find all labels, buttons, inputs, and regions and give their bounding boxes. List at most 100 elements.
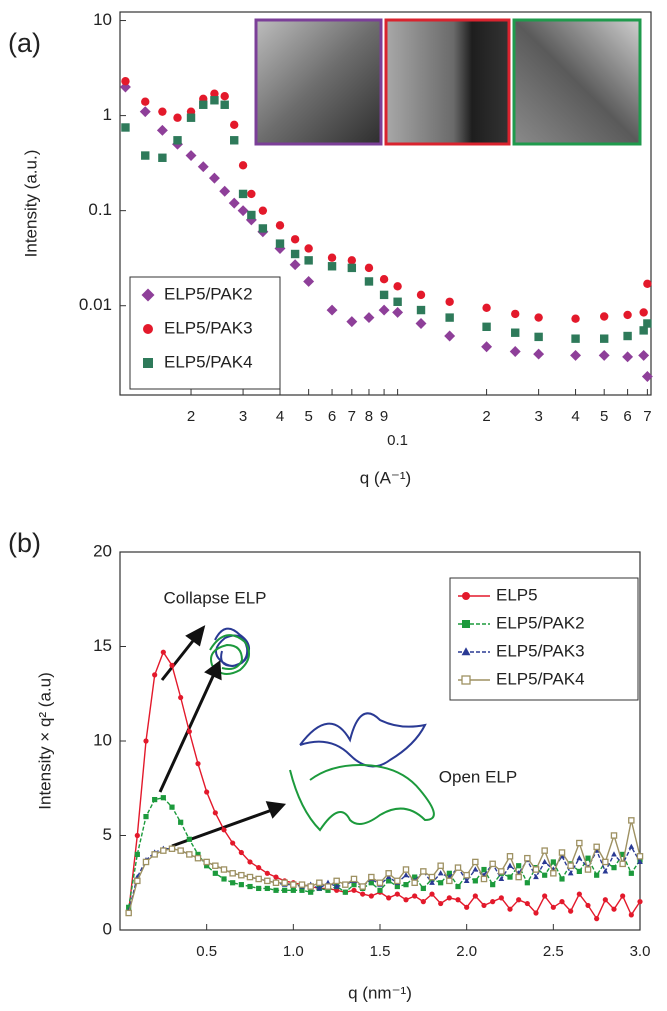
marker	[602, 868, 609, 874]
marker	[316, 885, 323, 891]
sem-insets	[254, 18, 642, 146]
x-tick-label: 7	[643, 408, 651, 425]
marker	[212, 870, 218, 876]
marker	[351, 882, 357, 888]
marker	[220, 100, 229, 109]
marker	[506, 853, 514, 860]
marker	[464, 904, 470, 910]
marker	[636, 853, 644, 860]
marker	[158, 107, 167, 116]
marker	[368, 873, 375, 881]
marker	[610, 832, 618, 839]
marker	[490, 899, 496, 905]
x-tick-label: 3	[239, 408, 247, 425]
legend-marker	[462, 620, 470, 628]
marker	[481, 341, 493, 353]
marker	[416, 290, 426, 300]
legend-label: ELP5	[496, 585, 538, 604]
marker	[173, 113, 182, 122]
marker	[472, 866, 479, 872]
marker	[143, 738, 149, 744]
marker	[247, 210, 256, 220]
marker	[533, 348, 545, 360]
marker	[643, 279, 652, 289]
legend-marker	[143, 324, 153, 334]
marker	[628, 912, 634, 918]
marker	[351, 887, 357, 893]
marker	[134, 877, 141, 885]
marker	[359, 883, 366, 890]
y-tick-label: 20	[93, 541, 112, 560]
marker	[173, 136, 182, 145]
marker	[273, 874, 279, 880]
marker	[385, 870, 392, 877]
marker	[412, 874, 418, 880]
marker	[511, 309, 520, 319]
marker	[186, 113, 196, 122]
collapsed-coil	[209, 634, 250, 675]
marker	[411, 879, 418, 887]
marker	[420, 868, 427, 875]
marker	[541, 858, 548, 865]
marker	[386, 895, 392, 901]
x-tick-label: 2	[187, 408, 195, 425]
x-tick-label: 1.5	[370, 943, 391, 960]
marker	[533, 910, 539, 916]
marker	[524, 880, 530, 886]
marker	[437, 870, 444, 876]
marker	[258, 224, 268, 233]
marker	[121, 123, 130, 132]
marker	[490, 882, 496, 888]
marker	[238, 189, 248, 199]
marker	[221, 876, 227, 882]
marker	[480, 875, 488, 883]
marker	[524, 900, 530, 907]
marker	[429, 891, 435, 897]
x-tick-label: 5	[600, 408, 608, 425]
marker	[598, 349, 610, 361]
legend-label: ELP5/PAK2	[164, 284, 253, 303]
marker	[342, 881, 349, 888]
marker	[247, 883, 253, 890]
marker	[195, 761, 201, 767]
marker	[498, 875, 505, 882]
arrows	[158, 625, 287, 848]
y-tick-label: 10	[93, 10, 112, 29]
marker	[264, 885, 270, 892]
x-tick-label: 4	[276, 408, 284, 425]
marker	[347, 263, 357, 273]
marker	[316, 879, 323, 887]
marker	[472, 878, 478, 884]
y-axis-label: Intensity × q² (a.u)	[35, 672, 54, 809]
marker	[238, 849, 244, 856]
marker	[238, 871, 245, 879]
marker	[599, 334, 609, 343]
marker	[290, 881, 297, 888]
series-group	[125, 649, 644, 922]
marker	[403, 872, 409, 878]
marker	[394, 883, 400, 890]
marker	[143, 814, 149, 820]
marker	[394, 891, 400, 897]
marker	[455, 883, 461, 890]
marker	[307, 883, 314, 890]
arrowhead	[204, 660, 222, 681]
open-coil	[289, 763, 435, 832]
marker	[246, 873, 254, 881]
x-tick-label: 6	[328, 408, 336, 425]
marker	[534, 332, 543, 342]
marker	[637, 858, 643, 865]
marker	[272, 879, 280, 887]
arrowhead	[265, 801, 287, 819]
marker	[210, 89, 219, 98]
inset-image	[384, 18, 511, 146]
legend-box	[129, 276, 281, 390]
marker	[289, 259, 301, 271]
x-tick-label: 9	[380, 408, 388, 425]
open-coil	[299, 712, 427, 768]
marker	[364, 277, 374, 286]
marker	[134, 832, 140, 839]
series-group	[120, 77, 653, 382]
marker	[623, 310, 632, 320]
marker	[403, 882, 409, 888]
